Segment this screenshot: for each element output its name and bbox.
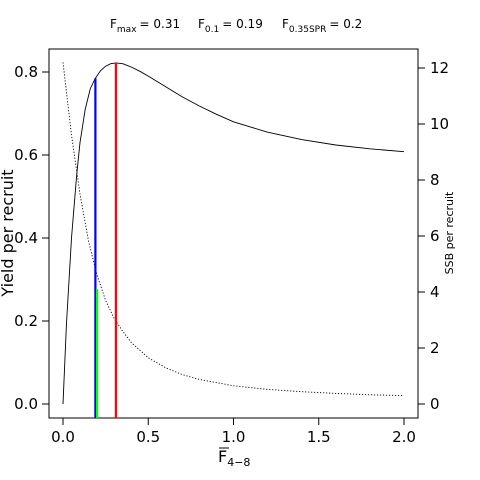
x-axis: 0.0 0.5 1.0 1.5 2.0 — [51, 418, 416, 446]
y2-tick-label-2: 4 — [430, 283, 440, 301]
y2-tick-label-3: 6 — [430, 227, 440, 245]
y-axis-left: 0.0 0.2 0.4 0.6 0.8 — [14, 63, 49, 413]
y-tick-label-0: 0.0 — [14, 395, 38, 413]
y2-tick-label-1: 2 — [430, 339, 440, 357]
y-tick-label-1: 0.2 — [14, 312, 38, 330]
x-tick-label-2: 1.0 — [222, 428, 246, 446]
f01-label: F0.1 = 0.19 — [198, 17, 263, 35]
y2-tick-label-4: 8 — [430, 171, 440, 189]
x-tick-label-1: 0.5 — [136, 428, 160, 446]
plot-frame — [48, 48, 419, 419]
header-labels: Fmax = 0.31 F0.1 = 0.19 F0.35SPR = 0.2 — [110, 17, 362, 35]
y-tick-label-2: 0.4 — [14, 229, 38, 247]
svg-text:F4−8: F4−8 — [218, 447, 250, 469]
data-layer — [62, 62, 405, 418]
f035spr-label: F0.35SPR = 0.2 — [282, 17, 362, 35]
x-tick-label-3: 1.5 — [307, 428, 331, 446]
yield-per-recruit-line — [62, 62, 405, 405]
x-tick-label-4: 2.0 — [392, 428, 416, 446]
y2-tick-label-0: 0 — [430, 395, 440, 413]
x-axis-title: F4−8 — [218, 447, 250, 469]
x-axis-title-sub: 4−8 — [227, 456, 250, 469]
y2-tick-label-6: 12 — [430, 59, 449, 77]
y2-axis-title: SSB per recruit — [443, 191, 456, 274]
x-tick-label-0: 0.0 — [51, 428, 75, 446]
x-axis-title-symbol: F — [218, 447, 227, 466]
y-tick-label-4: 0.8 — [14, 63, 38, 81]
y-tick-label-3: 0.6 — [14, 146, 38, 164]
y-axis-title: Yield per recruit — [0, 169, 17, 297]
fmax-label: Fmax = 0.31 — [110, 17, 180, 35]
ssb-per-recruit-line — [62, 62, 405, 397]
y2-tick-label-5: 10 — [430, 115, 449, 133]
y-axis-right: 0 2 4 6 8 10 12 — [418, 59, 449, 413]
